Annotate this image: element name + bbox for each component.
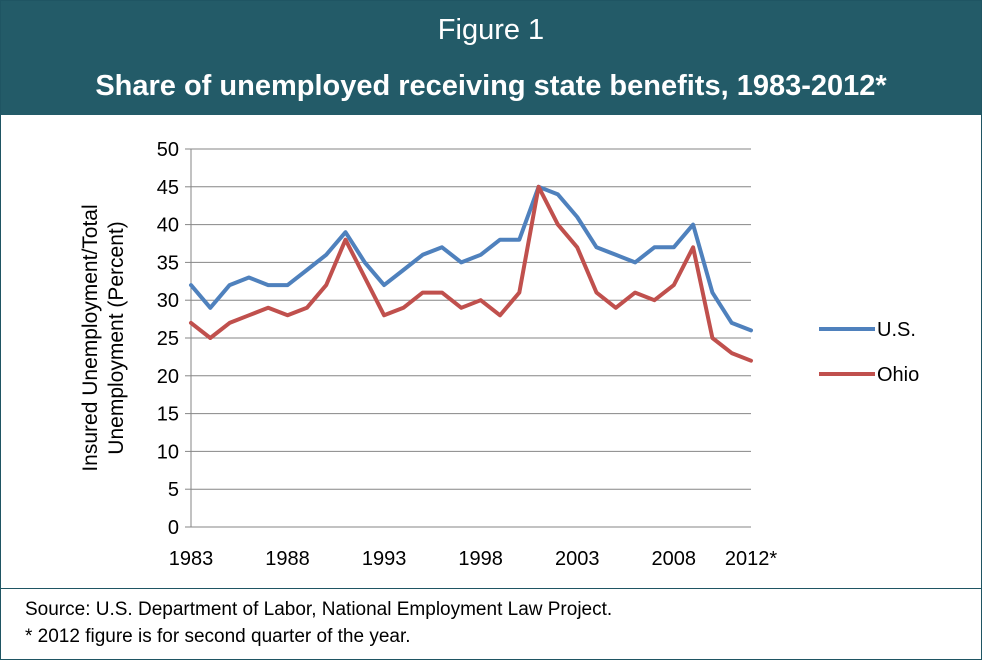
y-tick-label: 45 bbox=[157, 177, 179, 199]
y-tick-label: 50 bbox=[157, 139, 179, 161]
y-tick-label: 15 bbox=[157, 404, 179, 426]
x-axis-ticks: 1983 1988 1993 1998 2003 2008 2012* bbox=[169, 548, 778, 570]
x-tick-label: 2008 bbox=[652, 548, 697, 570]
line-chart: 0 5 10 15 20 25 30 35 40 45 50 1983 1988 1993 1998 200… bbox=[79, 139, 919, 570]
x-tick-label: 1993 bbox=[362, 548, 407, 570]
legend: U.S. Ohio bbox=[819, 319, 919, 386]
legend-label: Ohio bbox=[877, 364, 919, 386]
y-tick-label: 40 bbox=[157, 215, 179, 237]
y-axis-label-line1: Insured Unemployment/Total bbox=[79, 204, 102, 471]
chart-title: Share of unemployed receiving state bene… bbox=[1, 57, 981, 115]
legend-label: U.S. bbox=[877, 319, 916, 341]
x-tick-label: 2012* bbox=[725, 548, 777, 570]
x-tick-label: 2003 bbox=[555, 548, 600, 570]
y-tick-label: 10 bbox=[157, 441, 179, 463]
y-tick-label: 20 bbox=[157, 366, 179, 388]
y-axis-label-line2: Unemployment (Percent) bbox=[105, 221, 128, 454]
source-note: Source: U.S. Department of Labor, Nation… bbox=[25, 599, 613, 620]
y-axis-ticks: 0 5 10 15 20 25 30 35 40 45 50 bbox=[157, 139, 179, 539]
x-tick-label: 1988 bbox=[265, 548, 310, 570]
y-tick-label: 30 bbox=[157, 290, 179, 312]
y-tick-label: 5 bbox=[168, 479, 179, 501]
y-tick-label: 0 bbox=[168, 517, 179, 539]
y-tick-label: 35 bbox=[157, 252, 179, 274]
series-lines bbox=[189, 184, 753, 363]
x-tick-label: 1998 bbox=[458, 548, 503, 570]
gridlines bbox=[191, 148, 751, 490]
axes bbox=[185, 148, 751, 528]
x-tick-label: 1983 bbox=[169, 548, 214, 570]
footnote: * 2012 figure is for second quarter of t… bbox=[25, 626, 411, 647]
footer-divider bbox=[1, 588, 981, 589]
figure-label: Figure 1 bbox=[1, 1, 981, 57]
series-line-u-s bbox=[189, 184, 753, 333]
series-line-ohio bbox=[189, 184, 753, 363]
y-tick-label: 25 bbox=[157, 328, 179, 350]
